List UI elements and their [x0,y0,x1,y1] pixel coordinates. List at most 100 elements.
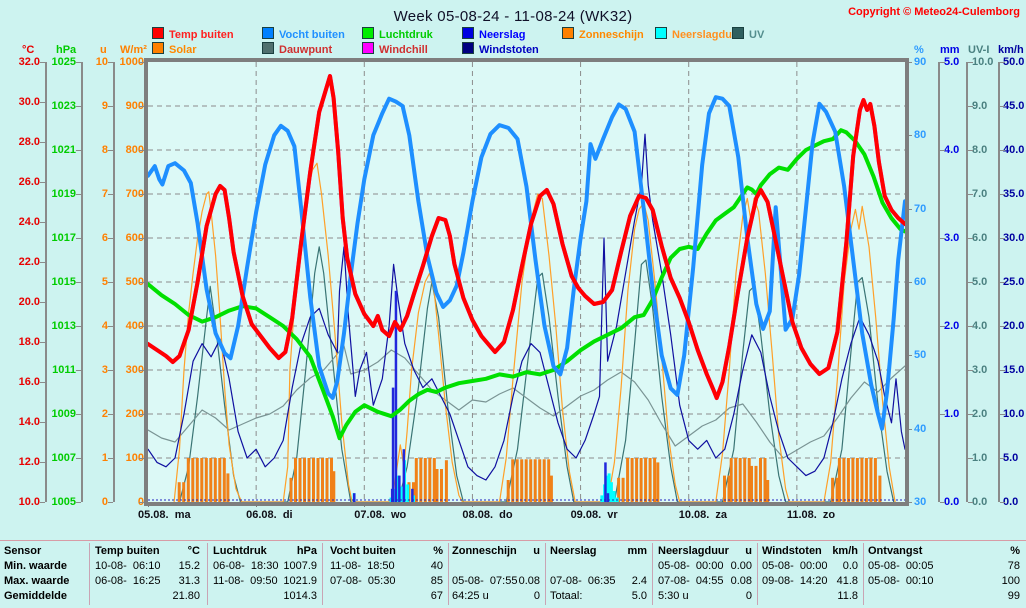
axis-line-kmh [998,62,1000,502]
axis-header-hpa: hPa [56,44,77,56]
table-cell: 07-08- 06:35 [550,575,616,587]
zonneschijn-bar [729,458,733,502]
zonneschijn-bar [186,458,190,502]
zonneschijn-bar [440,469,443,502]
zonneschijn-bar [542,459,546,502]
axis-header-uvi: UV-I [968,44,990,56]
axis-tick-label-hpa: 1015 [51,276,76,288]
zonneschijn-bar [520,459,524,502]
zonneschijn-bar [835,477,839,502]
axis-tick-wm2 [139,370,144,371]
zonneschijn-bar [873,458,877,502]
series-luchtdruk-line [148,128,905,441]
table-cell: 2.4 [631,575,647,587]
x-axis-label-day: 11.08. zo [786,509,836,521]
zonneschijn-bar [511,459,515,502]
series-dauwpunt-line [148,345,905,459]
zonneschijn-bar [428,458,432,502]
table-cell: 5.0 [631,590,647,602]
axis-tick-label-wm2: 500 [125,276,144,288]
axis-tick-label-degc: 10.0 [18,496,40,508]
table-cell: 05-08- 00:00 [658,560,724,572]
axis-tick-kmh [1000,282,1005,283]
axis-tick-pct [907,502,912,503]
axis-tick-label-u: 8 [101,144,108,156]
table-cell: Ontvangst [868,545,923,557]
axis-tick-label-hpa: 1019 [51,188,76,200]
axis-tick-label-u: 1 [101,452,108,464]
axis-tick-mm [940,502,945,503]
axis-tick-uvi [968,282,973,283]
table-cell: 11.8 [837,590,858,602]
axis-tick-uvi [968,326,973,327]
axis-tick-kmh [1000,238,1005,239]
table-cell: 1021.9 [283,575,317,587]
axis-tick-u [108,414,113,415]
axis-tick-label-hpa: 1009 [51,408,76,420]
neerslagduur-bar [393,488,397,502]
legend-swatch-windstoten [462,42,474,54]
axis-tick-label-uvi: 1.0 [972,452,988,464]
axis-tick-uvi [968,502,973,503]
table-cell: Min. waarde [4,560,67,572]
zonneschijn-bar [644,458,648,502]
zonneschijn-bar [191,458,195,502]
zonneschijn-bar [547,459,551,502]
axis-tick-pct [907,355,912,357]
axis-tick-degc [40,262,45,263]
table-cell: 05-08- 07:55 [452,575,518,587]
zonneschijn-bar [738,458,742,502]
table-cell: Neerslagduur [658,545,729,557]
axis-tick-pct [907,135,912,137]
zonneschijn-bar [617,477,621,502]
table-cell: 05-08- 00:05 [868,560,934,572]
zonneschijn-bar [747,458,751,502]
axis-tick-uvi [968,106,973,107]
zonneschijn-bar [298,458,302,502]
axis-tick-label-pct: 40 [914,422,927,435]
axis-tick-degc [40,62,45,63]
axis-tick-hpa [76,194,81,195]
table-cell: u [533,545,540,557]
axis-tick-hpa [76,502,81,503]
zonneschijn-bar [626,458,630,502]
table-cell: Vocht buiten [330,545,396,557]
table-cell: 09-08- 14:20 [762,575,828,587]
zonneschijn-bar [294,458,297,502]
zonneschijn-bar [851,458,855,502]
table-cell: 07-08- 04:55 [658,575,724,587]
axis-tick-kmh [1000,502,1005,503]
zonneschijn-bar [289,477,293,502]
axis-tick-degc [40,102,45,103]
axis-tick-label-kmh: 50.0 [1003,56,1025,68]
zonneschijn-bar [648,458,652,502]
axis-tick-hpa [76,150,81,151]
zonneschijn-bar [750,465,753,502]
axis-line-hpa [81,62,83,502]
table-column-divider [322,543,323,605]
legend-swatch-neerslagduur [655,27,667,39]
axis-tick-label-degc: 22.0 [18,256,40,268]
zonneschijn-bar [307,458,311,502]
legend-item-temp-buiten: Temp buiten [152,27,234,41]
axis-tick-uvi [968,194,973,195]
zonneschijn-bar [435,469,439,502]
axis-tick-label-wm2: 600 [125,232,144,244]
axis-tick-label-hpa: 1021 [51,144,76,156]
axis-tick-mm [940,326,945,327]
zonneschijn-bar [325,458,329,502]
axis-header-pct: % [914,44,924,56]
axis-tick-label-wm2: 900 [125,100,144,112]
neerslagduur-bar [607,473,611,502]
axis-tick-wm2 [139,238,144,239]
legend-swatch-luchtdruk [362,27,374,39]
neerslagduur-bar [609,482,613,502]
table-cell: 05-08- 00:00 [762,560,828,572]
table-column-divider [863,543,864,605]
table-cell: 0 [533,590,540,602]
series-vocht-buiten-line [148,95,905,431]
table-cell: 11-08- 18:50 [330,560,395,572]
zonneschijn-bar [653,458,657,502]
axis-tick-label-wm2: 400 [125,320,144,332]
axis-tick-hpa [76,106,81,107]
